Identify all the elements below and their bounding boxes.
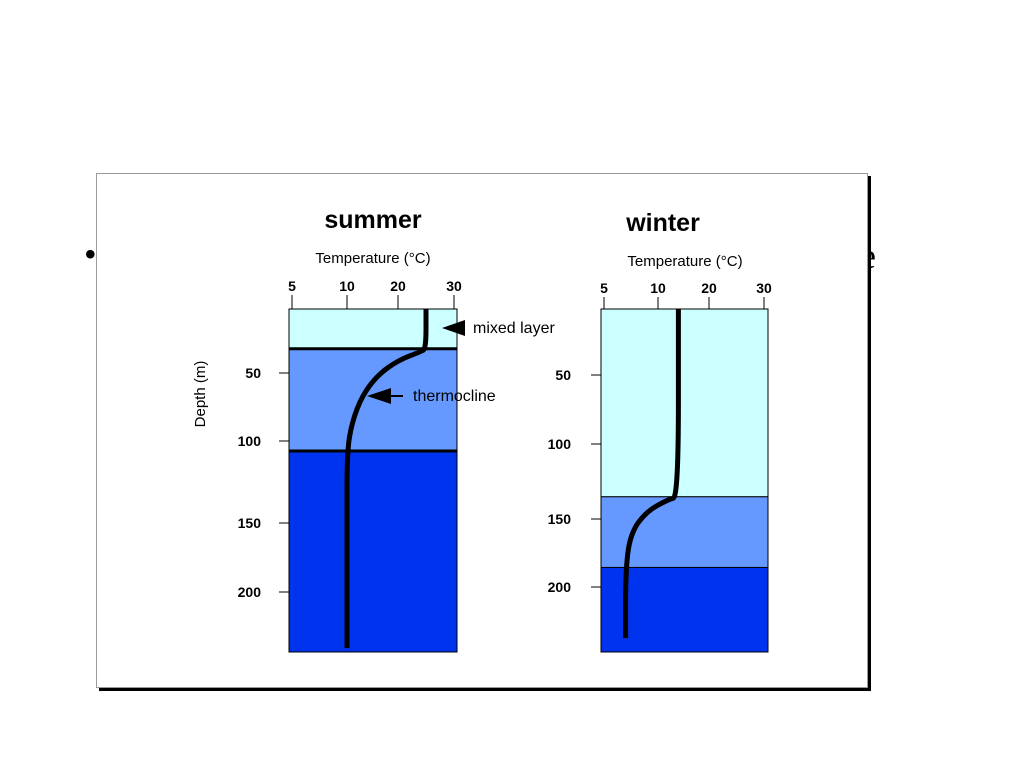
figure-panel: summer Temperature (°C) Depth (m) 5 10 20 3…: [96, 173, 868, 688]
summer-x-ticks: 5 10 20 30: [288, 278, 462, 309]
x-tick-label: 5: [600, 280, 608, 296]
layer-deep-water: [600, 566, 769, 653]
winter-x-axis-title: Temperature (°C): [627, 253, 742, 270]
x-tick-label: 10: [650, 280, 666, 296]
layer-deep-water: [288, 450, 458, 653]
y-tick-label: 150: [238, 515, 262, 531]
summer-x-axis-title: Temperature (°C): [315, 250, 430, 267]
temperature-depth-chart: summer Temperature (°C) Depth (m) 5 10 20 3…: [192, 206, 772, 653]
y-tick-label: 200: [548, 579, 572, 595]
layer-thermocline: [288, 348, 458, 452]
mixed-layer-arrow-icon: [442, 320, 465, 336]
mixed-layer-annotation: mixed layer: [473, 320, 555, 337]
y-tick-label: 100: [548, 436, 572, 452]
summer-temperature-profile: [344, 309, 429, 649]
thermocline-arrow-icon: [367, 388, 391, 404]
y-tick-label: 150: [548, 511, 572, 527]
summer-panel: summer Temperature (°C) Depth (m) 5 10 20 3…: [192, 206, 555, 653]
x-tick-label: 20: [701, 280, 717, 296]
y-tick-label: 50: [245, 365, 261, 381]
winter-temperature-profile: [623, 309, 681, 639]
summer-layers: [288, 308, 458, 653]
y-axis-title: Depth (m): [192, 361, 209, 428]
winter-x-ticks: 5 10 20 30: [600, 280, 772, 309]
slide-bullet: •: [84, 234, 97, 274]
y-tick-label: 200: [238, 584, 262, 600]
x-tick-label: 30: [446, 278, 462, 294]
winter-layers: [600, 308, 769, 653]
y-tick-label: 100: [238, 433, 262, 449]
summer-title: summer: [324, 206, 422, 234]
summer-y-ticks: 50 100 150 200: [238, 365, 289, 600]
x-tick-label: 20: [390, 278, 406, 294]
layer-mixed-layer: [600, 308, 769, 498]
layer-mixed-layer: [288, 308, 458, 350]
x-tick-label: 30: [756, 280, 772, 296]
winter-panel: winter Temperature (°C) 5 10 20 30 50 100 150…: [548, 209, 772, 653]
y-tick-label: 50: [555, 367, 571, 383]
winter-title: winter: [625, 209, 700, 237]
winter-y-ticks: 50 100 150 200: [548, 367, 601, 595]
x-tick-label: 5: [288, 278, 296, 294]
thermocline-annotation: thermocline: [413, 388, 496, 405]
x-tick-label: 10: [339, 278, 355, 294]
